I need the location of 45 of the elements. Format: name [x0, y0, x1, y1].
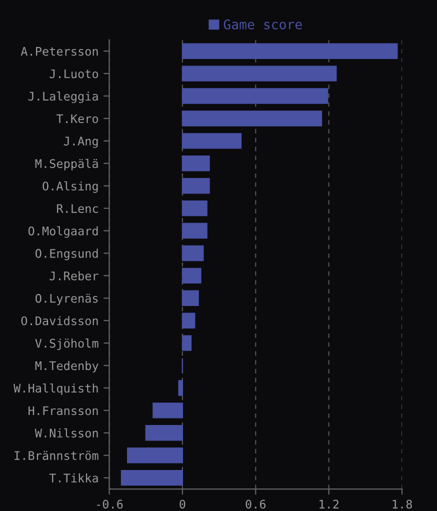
bar [178, 380, 183, 396]
bar [126, 447, 183, 464]
y-tick-label: J.Reber [50, 271, 98, 280]
y-tick-label: I.Brännström [14, 450, 98, 460]
y-tick-label: J.Luoto [50, 69, 98, 78]
y-tick-label: M.Tedenby [35, 361, 98, 372]
bar [182, 268, 202, 284]
bar [182, 222, 208, 239]
bar [182, 290, 199, 306]
x-tick-label: 0 [180, 500, 186, 509]
y-tick-label: O.Alsing [42, 181, 98, 193]
bar [182, 200, 208, 216]
y-tick-label: W.Nilsson [34, 428, 98, 438]
y-tick-label: H.Fransson [28, 406, 98, 416]
x-tick-label: 0.6 [246, 500, 266, 509]
y-tick-label: A.Petersson [20, 46, 98, 56]
y-tick-label: M.Seppälä [35, 158, 98, 170]
y-tick-label: J.Laleggia [28, 91, 98, 104]
y-tick-label: J.Ang [64, 136, 98, 148]
y-tick-label: O.Engsund [36, 248, 98, 260]
bar [182, 110, 322, 126]
bar [182, 43, 398, 59]
y-tick-label: T.Tikka [49, 473, 98, 482]
bar [182, 178, 210, 194]
legend-label: Game score [224, 19, 302, 30]
bar [182, 66, 337, 82]
bar [182, 88, 328, 104]
bar [182, 312, 196, 328]
y-tick-label: W.Hallquisth [14, 383, 98, 395]
y-tick-label: V.Sjöholm [35, 338, 98, 350]
bar [182, 335, 192, 351]
y-tick-label: O.Molgaard [28, 226, 98, 238]
y-tick-label: O.Davidsson [21, 316, 98, 326]
y-tick-label: T.Kero [56, 114, 98, 124]
bar [182, 133, 242, 149]
x-tick-label: -0.6 [97, 500, 123, 509]
y-tick-label: R.Lenc [57, 204, 98, 213]
bar [152, 402, 183, 418]
y-tick-label: O.Lyrenäs [36, 294, 98, 306]
x-tick-label: 1.2 [320, 500, 338, 508]
bar [145, 425, 183, 441]
bar [182, 156, 210, 172]
x-tick-label: 1.8 [392, 500, 412, 509]
bar [182, 245, 204, 262]
bar [120, 470, 183, 486]
